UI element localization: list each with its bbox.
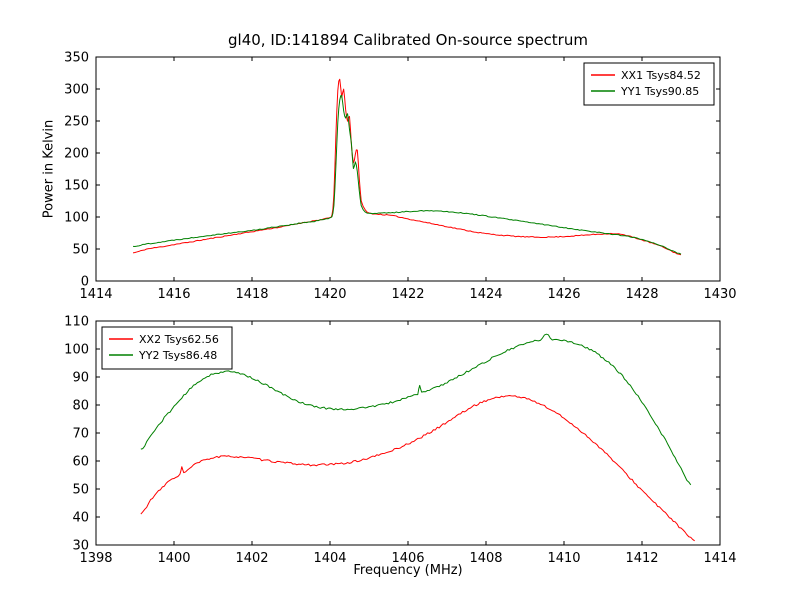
x-tick-label: 1402: [235, 551, 268, 566]
y-tick-label: 80: [72, 399, 89, 414]
series-line: [132, 78, 682, 256]
x-tick-label: 1418: [235, 287, 268, 302]
y-axis-label: Power in Kelvin: [41, 119, 57, 219]
x-tick-label: 1426: [547, 287, 580, 302]
legend-box: [583, 62, 715, 106]
legend-label: YY1 Tsys90.85: [620, 85, 699, 98]
legend-label: XX2 Tsys62.56: [139, 333, 219, 346]
series-line: [133, 94, 682, 255]
y-tick-label: 100: [64, 211, 89, 226]
legend: XX1 Tsys84.52 YY1 Tsys90.85: [583, 62, 715, 106]
x-tick-label: 1416: [157, 287, 190, 302]
series-line: [140, 333, 692, 486]
x-tick-label: 1424: [469, 287, 502, 302]
figure-title: gl40, ID:141894 Calibrated On-source spe…: [228, 31, 588, 49]
y-tick-label: 30: [72, 539, 89, 554]
x-tick-label: 1408: [469, 551, 502, 566]
y-tick-label: 350: [64, 51, 89, 66]
legend-label: YY2 Tsys86.48: [138, 349, 217, 362]
x-axis-label: Frequency (MHz): [353, 563, 463, 578]
y-tick-label: 150: [64, 179, 89, 194]
x-tick-label: 1400: [157, 551, 190, 566]
x-tick-label: 1398: [79, 551, 112, 566]
subplot-1: 1414 1416 1418 1420 1422 1424 1426 1428 1430 0 50 1…: [64, 51, 736, 303]
subplot-2: 1398 1400 1402 1404 1406 1408 1410 1412 1414 30 40…: [64, 315, 736, 567]
x-tick-label: 1414: [703, 551, 736, 566]
x-tick-label: 1404: [313, 551, 346, 566]
y-tick-label: 200: [64, 147, 89, 162]
x-tick-label: 1422: [391, 287, 424, 302]
y-tick-label: 90: [72, 371, 89, 386]
y-tick-label: 300: [64, 83, 89, 98]
x-tick-label: 1406: [391, 551, 424, 566]
y-tick-label: 0: [81, 275, 89, 290]
y-tick-label: 100: [64, 343, 89, 358]
legend-label: XX1 Tsys84.52: [621, 69, 701, 82]
y-tick-label: 50: [72, 243, 89, 258]
y-tick-label: 250: [64, 115, 89, 130]
legend-box: [101, 326, 233, 370]
y-tick-label: 40: [72, 511, 89, 526]
legend: XX2 Tsys62.56 YY2 Tsys86.48: [101, 326, 233, 370]
y-tick-label: 60: [72, 455, 89, 470]
series-line: [140, 395, 695, 542]
x-tick-label: 1412: [625, 551, 658, 566]
y-tick-label: 50: [72, 483, 89, 498]
y-tick-label: 110: [64, 315, 89, 330]
y-tick-label: 70: [72, 427, 89, 442]
x-tick-label: 1420: [313, 287, 346, 302]
x-tick-label: 1430: [703, 287, 736, 302]
x-tick-label: 1428: [625, 287, 658, 302]
x-tick-label: 1414: [79, 287, 112, 302]
x-tick-label: 1410: [547, 551, 580, 566]
